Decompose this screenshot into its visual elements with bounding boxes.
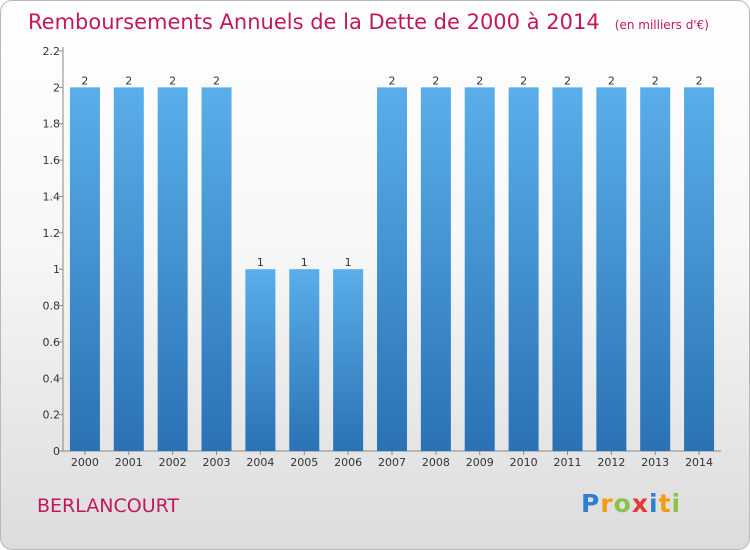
data-label: 2 [520, 74, 527, 87]
data-label: 2 [125, 74, 132, 87]
data-label: 1 [345, 256, 352, 269]
logo-letter: x [631, 489, 649, 518]
y-tick-label: 0.8 [43, 300, 61, 313]
x-tick-label: 2001 [115, 456, 143, 469]
chart-title: Remboursements Annuels de la Dette de 20… [28, 10, 600, 34]
axes: 0 0.2 0.4 0.6 0.8 1 1.2 1.4 1.6 1.8 2 2.2 2000 2001 20… [43, 45, 721, 469]
bar [552, 87, 583, 451]
x-tick-label: 2009 [466, 456, 494, 469]
bar [596, 87, 627, 451]
data-label: 2 [432, 74, 439, 87]
logo-letter: o [613, 489, 632, 518]
bar [201, 87, 232, 451]
data-label: 2 [564, 74, 571, 87]
x-tick-label: 2000 [71, 456, 99, 469]
logo-letter: t [658, 489, 672, 518]
data-label: 2 [389, 74, 396, 87]
y-tick-label: 0.6 [43, 336, 61, 349]
logo-letter: P [581, 489, 601, 518]
y-tick-label: 1 [53, 263, 60, 276]
data-label: 1 [301, 256, 308, 269]
y-tick-label: 2.2 [43, 45, 61, 58]
data-label: 2 [81, 74, 88, 87]
bar [464, 87, 495, 451]
y-tick-label: 0.2 [43, 409, 61, 422]
logo-letter: r [600, 489, 614, 518]
commune-name: BERLANCOURT [37, 495, 180, 517]
value-labels: 2 2 2 2 1 1 1 2 2 2 2 2 2 2 2 [81, 74, 702, 269]
y-tick-label: 1.8 [43, 118, 61, 131]
y-tick-label: 1.2 [43, 227, 61, 240]
bar [640, 87, 671, 451]
chart-title-group: Remboursements Annuels de la Dette de 20… [28, 10, 709, 34]
x-tick-label: 2007 [378, 456, 406, 469]
x-tick-label: 2008 [422, 456, 450, 469]
x-tick-label: 2005 [290, 456, 318, 469]
data-label: 2 [652, 74, 659, 87]
x-tick-label: 2013 [641, 456, 669, 469]
data-label: 1 [257, 256, 264, 269]
data-label: 2 [476, 74, 483, 87]
bar [113, 87, 144, 451]
bars [69, 87, 715, 451]
bar [69, 87, 100, 451]
y-tick-label: 0 [53, 445, 60, 458]
logo-letter: i [649, 489, 659, 518]
data-label: 2 [696, 74, 703, 87]
x-tick-label: 2006 [334, 456, 362, 469]
proxiti-logo: Proxiti [581, 489, 681, 518]
bar [157, 87, 188, 451]
bar [289, 269, 320, 451]
x-tick-label: 2012 [597, 456, 625, 469]
x-tick-label: 2002 [159, 456, 187, 469]
x-tick-label: 2011 [553, 456, 581, 469]
y-tick-label: 1.4 [43, 190, 61, 203]
bar [508, 87, 539, 451]
x-tick-label: 2010 [510, 456, 538, 469]
x-tick-label: 2003 [203, 456, 231, 469]
chart-unit: (en milliers d'€) [615, 18, 709, 32]
y-tick-label: 2 [53, 81, 60, 94]
y-tick-label: 0.4 [43, 372, 61, 385]
bar [333, 269, 364, 451]
x-tick-label: 2014 [685, 456, 713, 469]
logo-letter: i [671, 489, 682, 518]
y-tick-label: 1.6 [43, 154, 61, 167]
bar [420, 87, 451, 451]
bar [377, 87, 407, 451]
bar [684, 87, 715, 451]
data-label: 2 [169, 74, 176, 87]
x-tick-label: 2004 [246, 456, 274, 469]
data-label: 2 [608, 74, 615, 87]
bar [245, 269, 276, 451]
data-label: 2 [213, 74, 220, 87]
